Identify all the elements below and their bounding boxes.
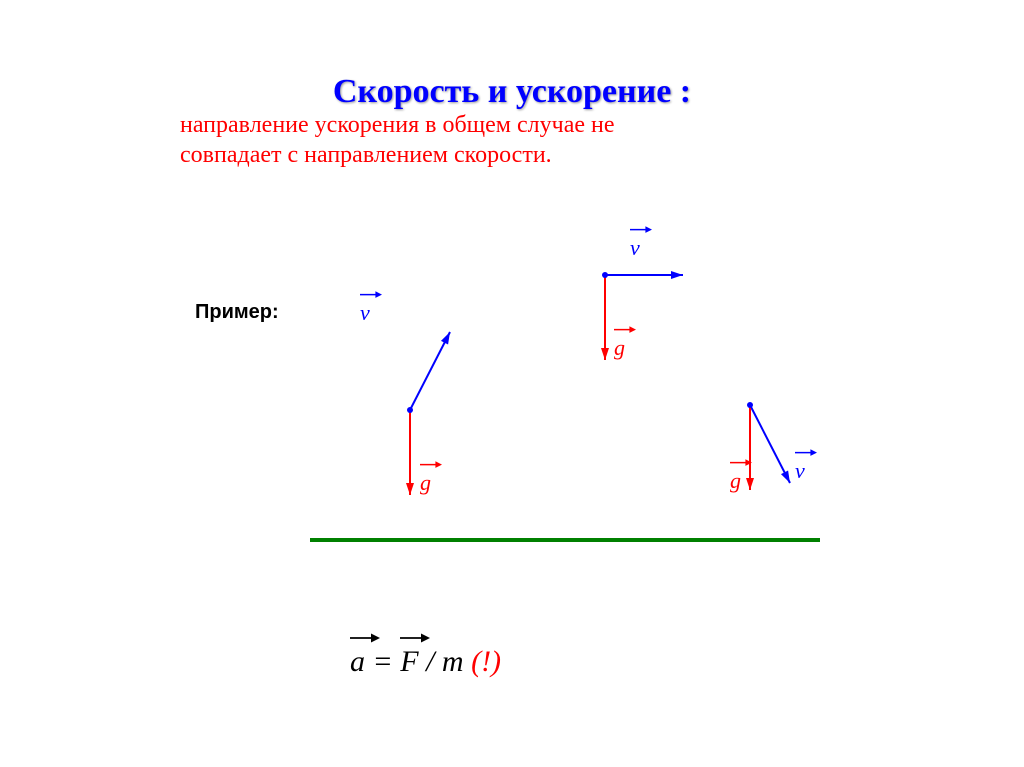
vector-label-v: v	[630, 235, 640, 261]
formula-a: a	[350, 645, 365, 679]
formula-F: F	[400, 645, 418, 679]
formula-exclaim: (!)	[464, 645, 501, 678]
vector-label-g: g	[420, 470, 431, 496]
formula: a = F / m (!)	[350, 645, 501, 679]
diagram-svg	[300, 220, 840, 560]
vector-label-g: g	[730, 468, 741, 494]
subtitle-line-2: совпадает с направлением скорости.	[180, 142, 552, 168]
subtitle-line-1: направление ускорения в общем случае не	[180, 112, 615, 138]
example-label: Пример:	[195, 301, 279, 324]
vector-label-g: g	[614, 335, 625, 361]
slide-title: Скорость и ускорение :	[0, 73, 1024, 111]
vector-arrow-icon	[400, 629, 430, 644]
vector-diagram: v g v g v g	[300, 220, 840, 560]
vector-label-v: v	[795, 458, 805, 484]
vector-label-v: v	[360, 300, 370, 326]
vector-arrow-icon	[350, 629, 380, 644]
slide-subtitle: направление ускорения в общем случае не …	[180, 110, 615, 170]
